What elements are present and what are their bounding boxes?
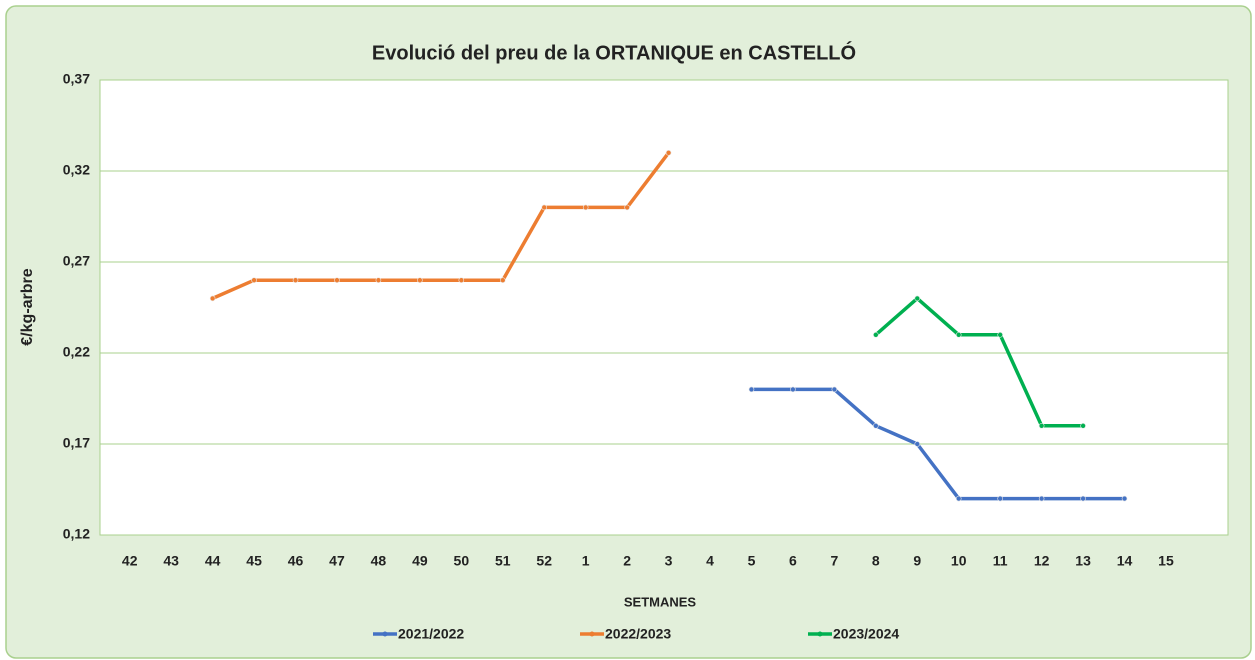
x-tick-label: 8 — [872, 553, 880, 569]
y-tick-label: 0,12 — [63, 526, 90, 542]
series-line — [210, 151, 671, 301]
marker — [624, 204, 630, 211]
x-tick-label: 10 — [951, 553, 967, 569]
marker — [1080, 495, 1086, 502]
marker — [375, 277, 382, 284]
marker — [499, 277, 506, 284]
x-tick-label: 2 — [623, 553, 631, 569]
marker — [582, 204, 589, 211]
marker — [334, 277, 340, 284]
legend-label: 2021/2022 — [398, 626, 464, 642]
plot-area — [99, 79, 1229, 536]
x-tick-label: 11 — [993, 553, 1008, 569]
legend-label: 2022/2023 — [605, 626, 671, 642]
legend-marker — [382, 631, 388, 637]
y-axis-label: €/kg-arbre — [19, 268, 36, 345]
x-tick-label: 13 — [1075, 553, 1091, 569]
marker — [873, 422, 879, 429]
marker — [1038, 422, 1045, 429]
marker — [955, 331, 962, 338]
x-tick-label: 45 — [246, 553, 262, 569]
x-tick-label: 47 — [329, 553, 345, 569]
y-tick-label: 0,17 — [63, 435, 90, 451]
marker — [914, 295, 921, 302]
marker — [1038, 495, 1045, 502]
x-tick-label: 42 — [122, 553, 138, 569]
marker — [251, 277, 257, 284]
x-tick-label: 1 — [582, 553, 590, 569]
marker — [458, 277, 465, 284]
x-tick-label: 7 — [830, 553, 838, 569]
legend-marker — [817, 631, 823, 637]
x-tick-label: 14 — [1117, 553, 1133, 569]
marker — [665, 150, 672, 156]
x-tick-label: 3 — [665, 553, 673, 569]
series-line — [874, 296, 1085, 428]
legend-marker — [589, 631, 595, 637]
legend-label: 2023/2024 — [833, 626, 899, 642]
x-tick-label: 4 — [706, 553, 714, 569]
marker — [541, 204, 548, 211]
y-tick-label: 0,22 — [63, 344, 90, 360]
marker — [914, 441, 921, 447]
x-tick-label: 6 — [789, 553, 797, 569]
x-tick-label: 15 — [1158, 553, 1174, 569]
x-tick-label: 50 — [454, 553, 470, 569]
y-tick-label: 0,37 — [63, 71, 90, 87]
x-tick-label: 5 — [748, 553, 756, 569]
y-tick-label: 0,32 — [63, 162, 90, 178]
marker — [790, 386, 796, 393]
marker — [209, 295, 216, 302]
x-axis-label: SETMANES — [624, 594, 697, 609]
x-tick-label: 12 — [1034, 553, 1050, 569]
x-tick-label: 9 — [913, 553, 921, 569]
marker — [292, 277, 299, 284]
x-tick-label: 51 — [495, 553, 511, 569]
marker — [1080, 422, 1086, 429]
marker — [955, 495, 962, 502]
marker — [417, 277, 423, 284]
x-tick-label: 49 — [412, 553, 428, 569]
x-tick-label: 52 — [536, 553, 552, 569]
marker — [997, 331, 1003, 338]
x-tick-label: 48 — [371, 553, 387, 569]
marker — [831, 386, 838, 393]
x-tick-label: 43 — [163, 553, 179, 569]
marker — [873, 331, 879, 338]
y-tick-label: 0,27 — [63, 253, 90, 269]
marker — [997, 495, 1003, 502]
x-tick-label: 44 — [205, 553, 221, 569]
marker — [748, 386, 755, 393]
x-tick-label: 46 — [288, 553, 304, 569]
chart-title: Evolució del preu de la ORTANIQUE en CAS… — [372, 40, 856, 64]
marker — [1121, 495, 1128, 502]
series-line — [749, 387, 1127, 501]
